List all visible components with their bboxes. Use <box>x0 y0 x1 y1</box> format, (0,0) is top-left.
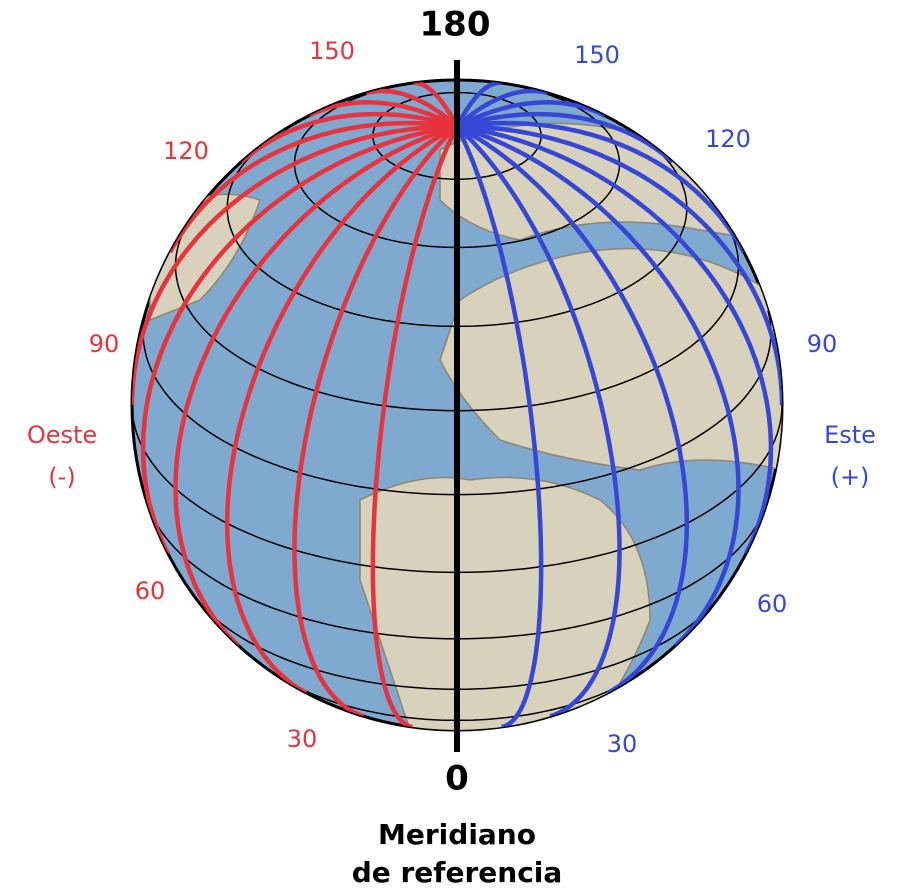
west-label: 30 <box>287 725 318 753</box>
west-meridian <box>365 88 459 129</box>
east-meridian <box>455 100 606 129</box>
west-meridian <box>173 124 458 648</box>
caption: Meridiano <box>378 818 536 851</box>
east-meridian <box>456 120 746 254</box>
west-sign: (-) <box>48 463 75 491</box>
east-label: 90 <box>807 330 838 358</box>
west-meridian <box>370 125 459 730</box>
west-meridian <box>132 124 458 405</box>
east-meridian <box>456 124 782 405</box>
east-meridian <box>456 111 675 164</box>
east-label: 30 <box>607 730 638 758</box>
east-label: 120 <box>705 125 751 153</box>
east-meridian <box>455 124 690 695</box>
east-sign: (+) <box>831 463 870 491</box>
west-meridian <box>308 100 459 129</box>
west-label: 150 <box>309 37 355 65</box>
east-meridian <box>455 124 622 719</box>
west-meridian <box>168 120 458 254</box>
west-label: 60 <box>135 577 166 605</box>
west-meridian <box>239 111 458 164</box>
west-name: Oeste <box>27 421 97 449</box>
east-meridian <box>456 124 741 648</box>
west-label: 120 <box>163 137 209 165</box>
caption: de referencia <box>352 856 563 889</box>
bottom-label: 0 <box>445 759 469 799</box>
east-meridian <box>455 88 549 129</box>
west-meridian <box>140 124 458 555</box>
east-meridian <box>455 125 544 730</box>
east-label: 60 <box>757 590 788 618</box>
east-meridian <box>456 124 774 555</box>
top-label: 180 <box>420 5 491 45</box>
west-meridian <box>224 124 459 695</box>
west-meridian <box>292 124 459 719</box>
east-meridian <box>455 80 501 128</box>
west-label: 90 <box>89 330 120 358</box>
east-name: Este <box>824 421 876 449</box>
east-label: 150 <box>574 41 620 69</box>
west-meridian <box>413 80 459 128</box>
